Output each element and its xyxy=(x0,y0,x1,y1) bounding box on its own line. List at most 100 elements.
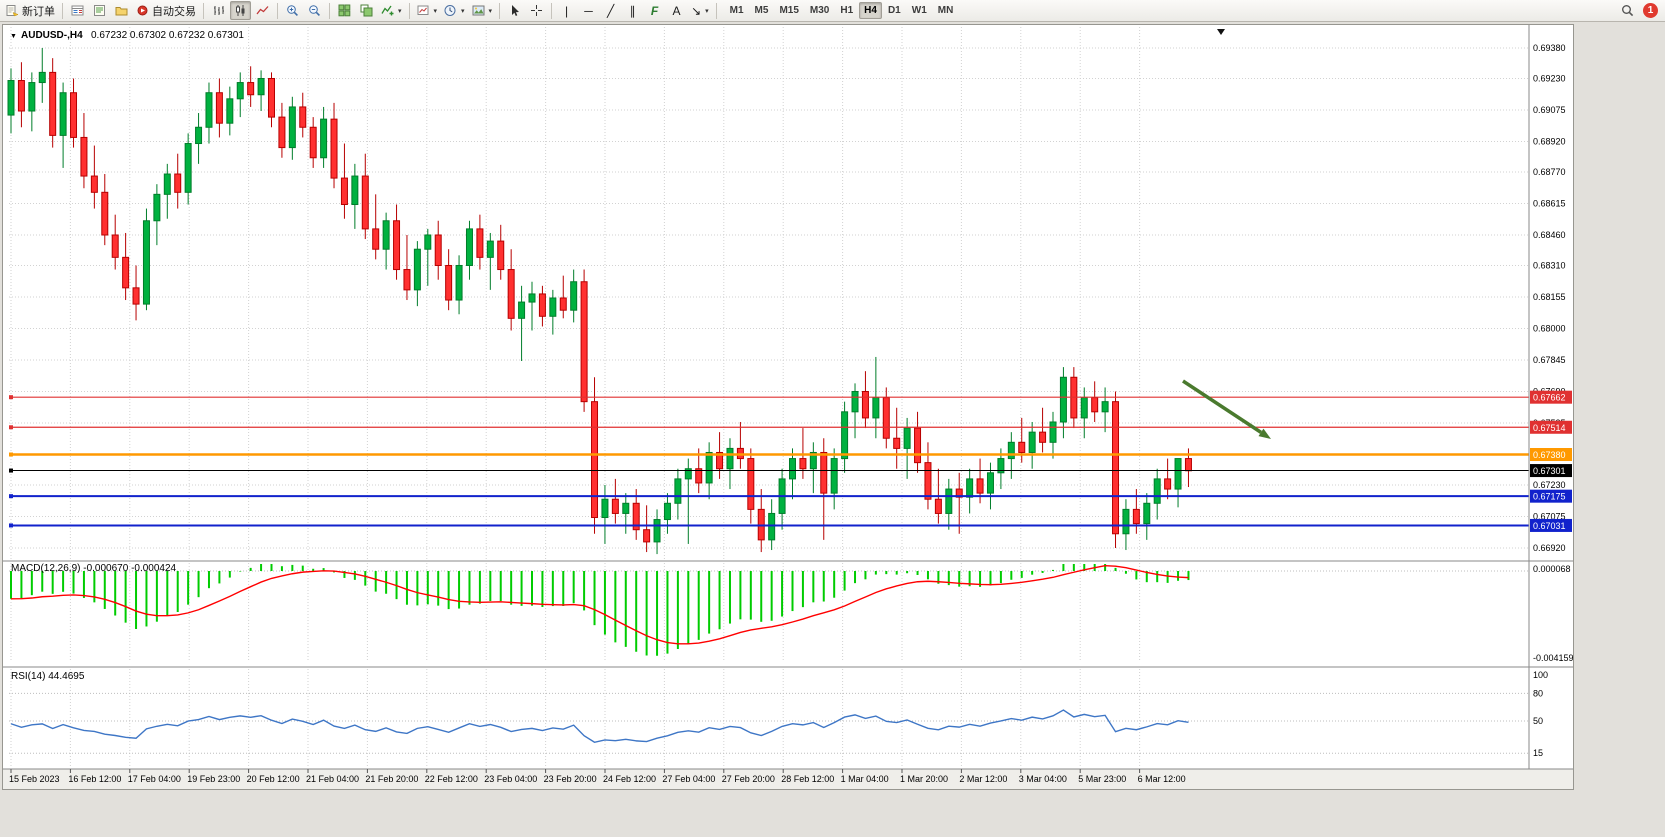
price-scale-label[interactable]: 0.67230 xyxy=(1533,480,1566,490)
cursor-button[interactable] xyxy=(504,1,525,20)
trend-arrow[interactable] xyxy=(1182,379,1262,434)
time-axis[interactable] xyxy=(3,769,1573,789)
timeframe-w1-button[interactable]: W1 xyxy=(911,5,927,16)
vertical-line-tool-button[interactable]: | xyxy=(556,1,577,20)
tile-windows-button[interactable] xyxy=(334,1,355,20)
price-scale-label[interactable]: 0.67075 xyxy=(1533,511,1566,521)
level-line-anchor[interactable] xyxy=(9,494,13,499)
arrows-tool-button[interactable]: ↘ ▾ xyxy=(688,1,712,20)
time-axis-label[interactable]: 24 Feb 12:00 xyxy=(603,774,656,784)
navigator-button[interactable] xyxy=(111,1,132,20)
channel-tool-button[interactable]: ∥ xyxy=(622,1,643,20)
time-axis-label[interactable]: 6 Mar 12:00 xyxy=(1138,774,1186,784)
time-axis-label[interactable]: 17 Feb 04:00 xyxy=(128,774,181,784)
price-tag-bg[interactable] xyxy=(1530,464,1572,478)
level-line-anchor[interactable] xyxy=(9,425,13,430)
timeframe-mn-button[interactable]: MN xyxy=(937,5,954,16)
time-axis-label[interactable]: 3 Mar 04:00 xyxy=(1019,774,1067,784)
trendline-tool-button[interactable]: ╱ xyxy=(600,1,621,20)
timeframe-h1-button[interactable]: H1 xyxy=(840,5,854,16)
price-scale-label[interactable]: 0.67845 xyxy=(1533,355,1566,365)
candle-body xyxy=(820,451,828,494)
search-button[interactable] xyxy=(1617,1,1638,20)
zoom-in-button[interactable] xyxy=(282,1,303,20)
timeframe-m1-button[interactable]: M1 xyxy=(729,5,744,16)
time-axis-label[interactable]: 19 Feb 23:00 xyxy=(187,774,240,784)
price-tag-0.67175[interactable]: 0.67175 xyxy=(1533,492,1566,502)
candle-body xyxy=(601,498,609,519)
candle-body xyxy=(1080,397,1088,419)
chart-collapse-icon[interactable]: ▼ xyxy=(10,33,17,40)
crosshair-button[interactable] xyxy=(526,1,547,20)
periods-button[interactable]: ▾ xyxy=(441,1,468,20)
bar-chart-mode-button[interactable] xyxy=(208,1,229,20)
price-scale-label[interactable]: 0.69230 xyxy=(1533,73,1566,83)
time-axis-label[interactable]: 21 Feb 20:00 xyxy=(365,774,418,784)
chart-shift-marker[interactable] xyxy=(1217,29,1225,35)
time-axis-label[interactable]: 1 Mar 04:00 xyxy=(841,774,889,784)
cascade-windows-button[interactable] xyxy=(356,1,377,20)
price-tag-bg[interactable] xyxy=(1530,518,1572,532)
price-tag-0.67662[interactable]: 0.67662 xyxy=(1533,393,1566,403)
market-watch-button[interactable] xyxy=(67,1,88,20)
chart-canvas[interactable]: ▼ AUDUSD-,H4 0.67232 0.67302 0.67232 0.673… xyxy=(3,25,1574,789)
trend-arrow-head[interactable] xyxy=(1258,428,1271,439)
fibonacci-tool-button[interactable]: F xyxy=(644,1,665,20)
price-scale-label[interactable]: 0.68000 xyxy=(1533,323,1566,333)
timeframe-h4-button[interactable]: H4 xyxy=(859,2,882,19)
level-line-anchor[interactable] xyxy=(9,452,13,457)
price-tag-0.67301[interactable]: 0.67301 xyxy=(1533,466,1566,476)
price-scale-label[interactable]: 0.68460 xyxy=(1533,230,1566,240)
price-scale-label[interactable]: 0.69075 xyxy=(1533,105,1566,115)
timeframe-m15-button[interactable]: M15 xyxy=(779,5,799,16)
time-axis-label[interactable]: 23 Feb 20:00 xyxy=(544,774,597,784)
price-scale-label[interactable]: 0.68615 xyxy=(1533,198,1566,208)
price-tag-0.67031[interactable]: 0.67031 xyxy=(1533,521,1566,531)
time-axis-label[interactable]: 1 Mar 20:00 xyxy=(900,774,948,784)
time-axis-label[interactable]: 28 Feb 12:00 xyxy=(781,774,834,784)
price-scale-label[interactable]: 0.69380 xyxy=(1533,43,1566,53)
new-order-button[interactable]: 新订单 xyxy=(3,1,58,20)
horizontal-line-tool-button[interactable]: ─ xyxy=(578,1,599,20)
price-tag-0.67380[interactable]: 0.67380 xyxy=(1533,450,1566,460)
chevron-down-icon: ▾ xyxy=(461,7,465,15)
candle-body xyxy=(1101,401,1109,413)
price-scale-label[interactable]: 0.68310 xyxy=(1533,260,1566,270)
time-axis-label[interactable]: 22 Feb 12:00 xyxy=(425,774,478,784)
line-chart-mode-button[interactable] xyxy=(252,1,273,20)
price-tag-0.67514[interactable]: 0.67514 xyxy=(1533,423,1566,433)
time-axis-label[interactable]: 5 Mar 23:00 xyxy=(1078,774,1126,784)
time-axis-label[interactable]: 21 Feb 04:00 xyxy=(306,774,359,784)
time-axis-label[interactable]: 27 Feb 04:00 xyxy=(662,774,715,784)
zoom-out-button[interactable] xyxy=(304,1,325,20)
time-axis-label[interactable]: 16 Feb 12:00 xyxy=(68,774,121,784)
autotrading-button[interactable]: 自动交易 xyxy=(133,1,199,20)
time-axis-label[interactable]: 2 Mar 12:00 xyxy=(959,774,1007,784)
price-tag-bg[interactable] xyxy=(1530,489,1572,503)
time-axis-label[interactable]: 23 Feb 04:00 xyxy=(484,774,537,784)
timeframe-m30-button[interactable]: M30 xyxy=(809,5,830,16)
timeframe-m5-button[interactable]: M5 xyxy=(754,5,769,16)
timeframe-d1-button[interactable]: D1 xyxy=(887,5,901,16)
notification-badge[interactable]: 1 xyxy=(1643,3,1658,18)
price-tag-bg[interactable] xyxy=(1530,448,1572,462)
price-scale-label[interactable]: 0.68770 xyxy=(1533,167,1566,177)
price-scale-label[interactable]: 0.68920 xyxy=(1533,136,1566,146)
time-axis-label[interactable]: 20 Feb 12:00 xyxy=(247,774,300,784)
time-axis-label[interactable]: 15 Feb 2023 xyxy=(9,774,60,784)
text-tool-button[interactable]: A xyxy=(666,1,687,20)
price-tag-bg[interactable] xyxy=(1530,390,1572,404)
level-line-anchor[interactable] xyxy=(9,523,13,528)
price-tag-bg[interactable] xyxy=(1530,420,1572,434)
indicators-button[interactable]: ▾ xyxy=(378,1,405,20)
level-line-anchor[interactable] xyxy=(9,468,13,473)
price-scale-label[interactable]: 0.68155 xyxy=(1533,292,1566,302)
level-line-anchor[interactable] xyxy=(9,395,13,400)
time-axis-label[interactable]: 27 Feb 20:00 xyxy=(722,774,775,784)
candlestick-mode-button[interactable] xyxy=(230,1,251,20)
data-window-button[interactable] xyxy=(89,1,110,20)
templates-button[interactable]: ▾ xyxy=(469,1,496,20)
price-scale-label[interactable]: 0.66920 xyxy=(1533,543,1566,553)
new-chart-button[interactable]: ▾ xyxy=(414,1,441,20)
autotrading-status-icon xyxy=(137,5,148,16)
